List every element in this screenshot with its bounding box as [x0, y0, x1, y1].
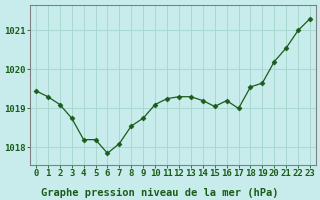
Text: Graphe pression niveau de la mer (hPa): Graphe pression niveau de la mer (hPa) [41, 188, 279, 198]
